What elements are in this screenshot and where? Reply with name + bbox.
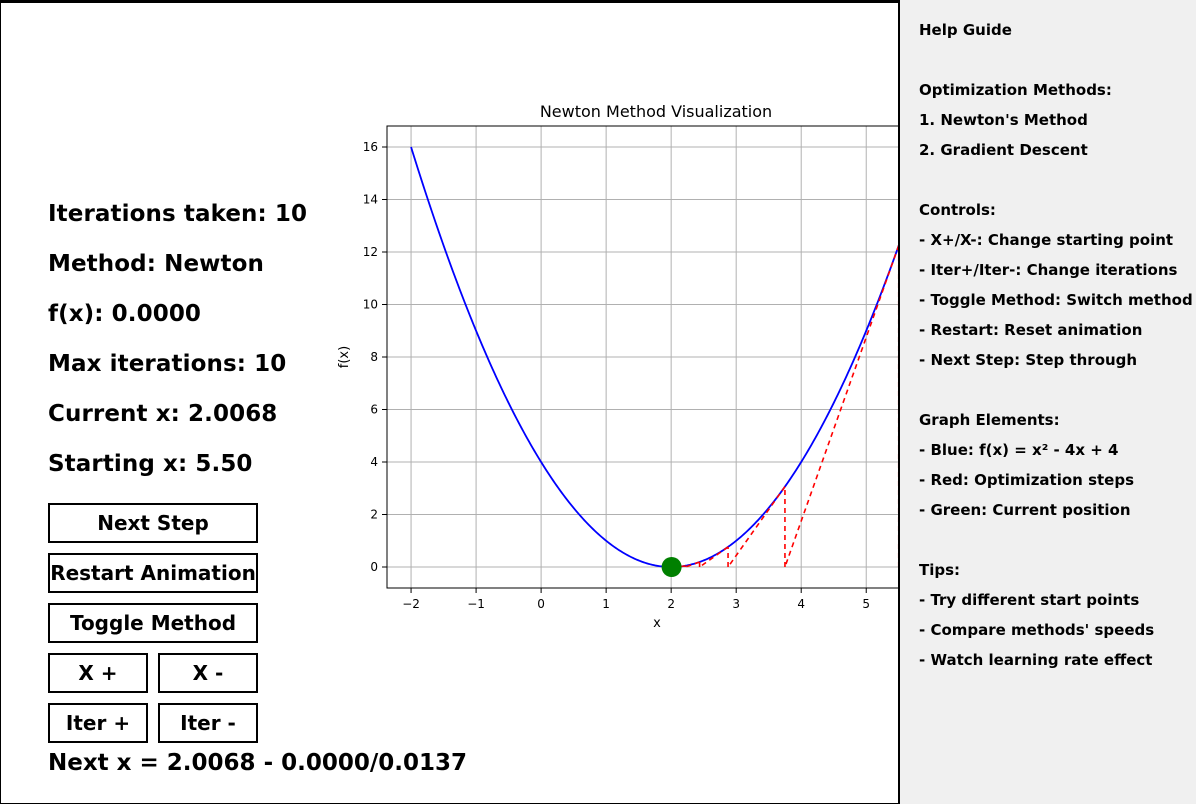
step-tangent (699, 546, 729, 568)
step-tangent (678, 564, 686, 568)
help-control-1: - X+/X-: Change starting point (919, 231, 1174, 249)
help-tip-2: - Compare methods' speeds (919, 621, 1155, 639)
x-tick-label: 2 (667, 597, 675, 611)
y-tick-label: 6 (370, 403, 378, 417)
y-axis-label: f(x) (337, 346, 352, 368)
x-tick-label: 0 (537, 597, 545, 611)
x-tick-label: 3 (732, 597, 740, 611)
y-tick-label: 8 (370, 350, 378, 364)
iter-minus-button[interactable]: Iter - (158, 703, 258, 743)
iter-plus-button[interactable]: Iter + (48, 703, 148, 743)
x-tick-label: 1 (602, 597, 610, 611)
next-x-formula: Next x = 2.0068 - 0.0000/0.0137 (48, 750, 468, 776)
next-step-button[interactable]: Next Step (48, 503, 258, 543)
y-tick-label: 12 (363, 245, 378, 259)
x-tick-label: −2 (402, 597, 420, 611)
help-method-1: 1. Newton's Method (919, 111, 1088, 129)
iterations-taken-label: Iterations taken: 10 (48, 201, 308, 227)
help-tip-1: - Try different start points (919, 591, 1140, 609)
help-title: Help Guide (919, 21, 1012, 39)
help-graph-1: - Blue: f(x) = x² - 4x + 4 (919, 441, 1119, 459)
help-graph-heading: Graph Elements: (919, 411, 1060, 429)
grid-lines (387, 126, 898, 588)
x-tick-label: −1 (467, 597, 485, 611)
current-x-label: Current x: 2.0068 (48, 401, 278, 427)
y-tick-label: 4 (370, 455, 378, 469)
help-tip-3: - Watch learning rate effect (919, 651, 1153, 669)
current-point-marker (661, 557, 682, 577)
y-tick-label: 16 (363, 140, 378, 154)
chart-title: Newton Method Visualization (540, 102, 772, 121)
help-panel: Help Guide Optimization Methods: 1. Newt… (898, 0, 1196, 804)
toggle-method-button[interactable]: Toggle Method (48, 603, 258, 643)
help-graph-2: - Red: Optimization steps (919, 471, 1135, 489)
y-tick-label: 0 (370, 560, 378, 574)
method-label: Method: Newton (48, 251, 264, 277)
max-iterations-label: Max iterations: 10 (48, 351, 287, 377)
y-tick-label: 10 (363, 298, 378, 312)
help-graph-3: - Green: Current position (919, 501, 1131, 519)
help-control-3: - Toggle Method: Switch method (919, 291, 1193, 309)
help-control-5: - Next Step: Step through (919, 351, 1138, 369)
step-tangent (784, 245, 898, 568)
starting-x-label: Starting x: 5.50 (48, 451, 253, 477)
help-tips-heading: Tips: (919, 561, 961, 579)
x-plus-button[interactable]: X + (48, 653, 148, 693)
help-control-4: - Restart: Reset animation (919, 321, 1143, 339)
step-tangent (727, 486, 786, 568)
fx-value-label: f(x): 0.0000 (48, 301, 202, 327)
x-tick-label: 5 (862, 597, 870, 611)
restart-animation-button[interactable]: Restart Animation (48, 553, 258, 593)
help-methods-heading: Optimization Methods: (919, 81, 1112, 99)
step-tangent (685, 561, 700, 568)
x-tick-label: 4 (797, 597, 805, 611)
help-method-2: 2. Gradient Descent (919, 141, 1088, 159)
help-control-2: - Iter+/Iter-: Change iterations (919, 261, 1178, 279)
help-controls-heading: Controls: (919, 201, 996, 219)
x-minus-button[interactable]: X - (158, 653, 258, 693)
y-tick-label: 2 (370, 508, 378, 522)
x-axis-label: x (653, 616, 661, 631)
y-tick-label: 14 (363, 193, 378, 207)
